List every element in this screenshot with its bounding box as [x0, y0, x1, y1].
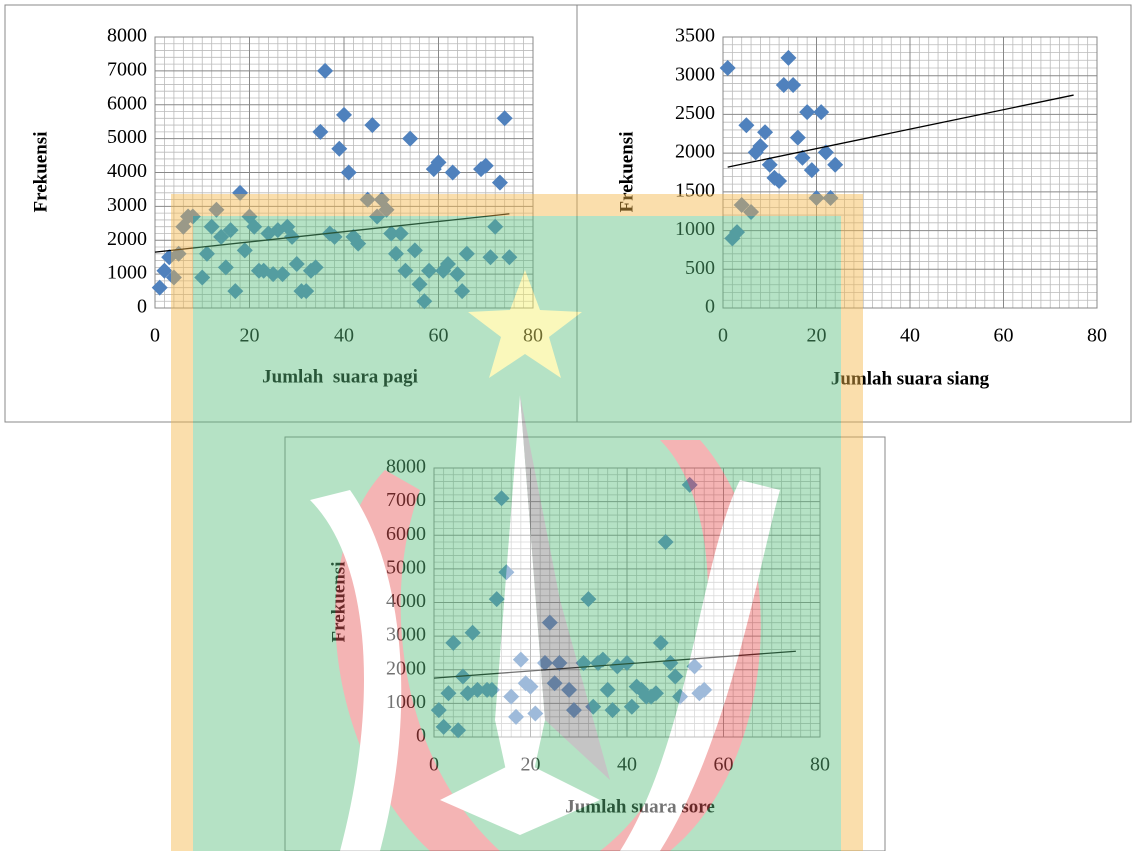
y-tick-label: 2000	[675, 141, 715, 163]
y-tick-label: 3000	[675, 63, 715, 85]
y-tick-label: 3000	[107, 194, 147, 216]
watermark	[182, 205, 852, 851]
y-tick-label: 5000	[107, 126, 147, 148]
y-tick-label: 8000	[107, 25, 147, 47]
x-tick-label: 40	[900, 325, 920, 347]
figure: 0100020003000400050006000700080000204060…	[0, 0, 1136, 851]
x-tick-label: 0	[150, 325, 160, 347]
y-tick-label: 0	[137, 296, 147, 318]
page: 0100020003000400050006000700080000204060…	[0, 0, 1136, 851]
y-axis-title: Frekuensi	[30, 132, 51, 213]
y-tick-label: 6000	[107, 92, 147, 114]
y-tick-label: 3500	[675, 25, 715, 47]
y-tick-label: 2000	[107, 228, 147, 250]
y-tick-label: 1000	[107, 262, 147, 284]
x-tick-label: 60	[994, 325, 1014, 347]
x-tick-label: 80	[1087, 325, 1107, 347]
y-tick-label: 7000	[107, 58, 147, 80]
y-tick-label: 4000	[107, 160, 147, 182]
y-tick-label: 2500	[675, 102, 715, 124]
